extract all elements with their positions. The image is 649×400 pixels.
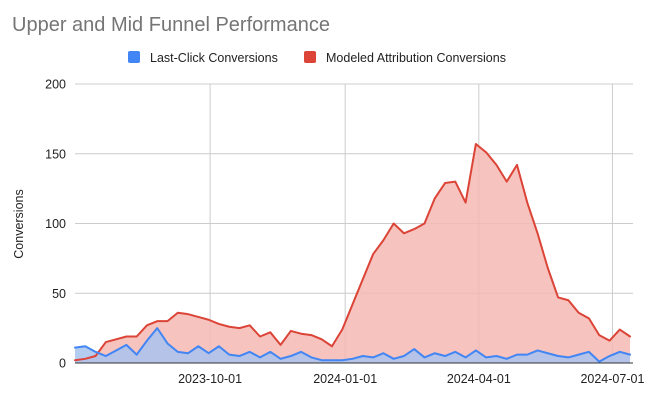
chart-title: Upper and Mid Funnel Performance	[12, 14, 330, 36]
legend-swatch-modeled-attribution	[304, 51, 316, 63]
y-tick-label: 150	[45, 147, 66, 161]
y-axis-label: Conversions	[12, 189, 26, 258]
line-modeled-attribution-conversions[interactable]	[74, 142, 632, 362]
legend-item-modeled-attribution[interactable]: Modeled Attribution Conversions	[304, 51, 506, 65]
y-tick-label: 0	[59, 357, 66, 371]
legend-label-last-click: Last-Click Conversions	[150, 51, 278, 65]
series-areas	[75, 143, 631, 363]
x-tick-label: 2024-07-01	[580, 372, 644, 386]
y-gridlines	[75, 83, 633, 294]
y-tick-label: 100	[45, 217, 66, 231]
x-tick-labels: 2023-10-01 2024-01-01 2024-04-01 2024-07-01	[178, 372, 644, 386]
x-tick-label: 2024-04-01	[447, 372, 511, 386]
y-tick-label: 200	[45, 78, 66, 92]
legend-label-modeled-attribution: Modeled Attribution Conversions	[326, 51, 506, 65]
y-tick-label: 50	[52, 287, 66, 301]
x-tick-label: 2023-10-01	[178, 372, 242, 386]
chart-legend: Last-Click Conversions Modeled Attributi…	[128, 51, 506, 65]
y-tick-labels: 0 50 100 150 200	[45, 78, 66, 371]
legend-item-last-click[interactable]: Last-Click Conversions	[128, 51, 278, 65]
x-tick-label: 2024-01-01	[313, 372, 377, 386]
area-last-click-conversions	[75, 328, 631, 363]
line-last-click-conversions[interactable]	[74, 327, 632, 363]
legend-swatch-last-click	[128, 51, 140, 63]
area-modeled-attribution-conversions	[75, 143, 631, 363]
series-lines	[74, 142, 632, 363]
